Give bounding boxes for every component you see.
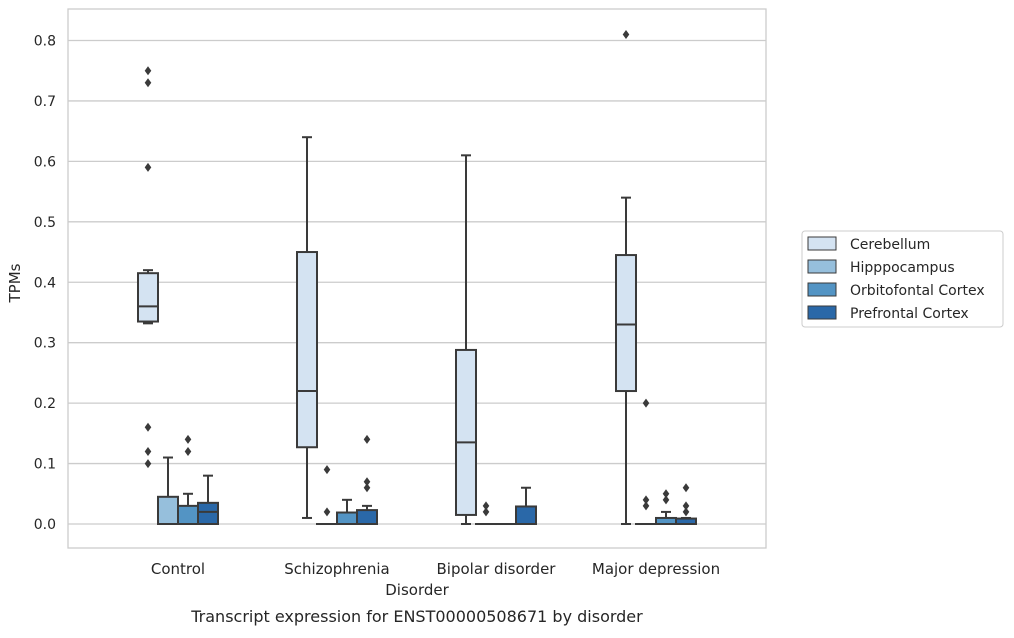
box-body <box>516 506 536 524</box>
y-tick-label: 0.8 <box>34 34 56 50</box>
y-axis-ticks: 0.0 0.1 0.2 0.3 0.4 0.5 0.6 0.7 0.8 <box>34 34 56 534</box>
box-body <box>337 513 357 524</box>
box-body <box>616 255 636 391</box>
x-tick-label: Control <box>151 560 205 578</box>
legend-label: Prefrontal Cortex <box>850 306 969 322</box>
y-tick-label: 0.0 <box>34 517 56 533</box>
legend-label: Cerebellum <box>850 237 930 253</box>
legend-swatch <box>808 260 836 273</box>
x-axis-label: Disorder <box>385 581 449 599</box>
y-tick-label: 0.6 <box>34 154 56 170</box>
legend-label: Orbitofontal Cortex <box>850 283 985 299</box>
box-body <box>178 506 198 524</box>
x-tick-label: Major depression <box>592 560 720 578</box>
y-axis-label: TPMs <box>6 263 24 303</box>
legend-swatch <box>808 237 836 250</box>
x-axis-ticks: Control Schizophrenia Bipolar disorder Majo… <box>151 560 720 578</box>
figure-caption: Transcript expression for ENST0000050867… <box>190 607 643 626</box>
y-tick-label: 0.3 <box>34 336 56 352</box>
x-tick-label: Bipolar disorder <box>437 560 557 578</box>
legend-swatch <box>808 283 836 296</box>
box-body <box>158 497 178 524</box>
y-tick-label: 0.2 <box>34 396 56 412</box>
plot-background <box>68 9 766 548</box>
legend-label: Hipppocampus <box>850 260 955 276</box>
y-tick-label: 0.4 <box>34 275 56 291</box>
legend: Cerebellum Hipppocampus Orbitofontal Corte… <box>802 231 1003 327</box>
box-body <box>357 510 377 524</box>
legend-swatch <box>808 306 836 319</box>
y-tick-label: 0.1 <box>34 457 56 473</box>
box-body <box>138 273 158 321</box>
box-body <box>456 350 476 515</box>
y-tick-label: 0.7 <box>34 94 56 110</box>
box-body <box>198 503 218 524</box>
box-body <box>297 252 317 447</box>
x-tick-label: Schizophrenia <box>284 560 389 578</box>
y-tick-label: 0.5 <box>34 215 56 231</box>
